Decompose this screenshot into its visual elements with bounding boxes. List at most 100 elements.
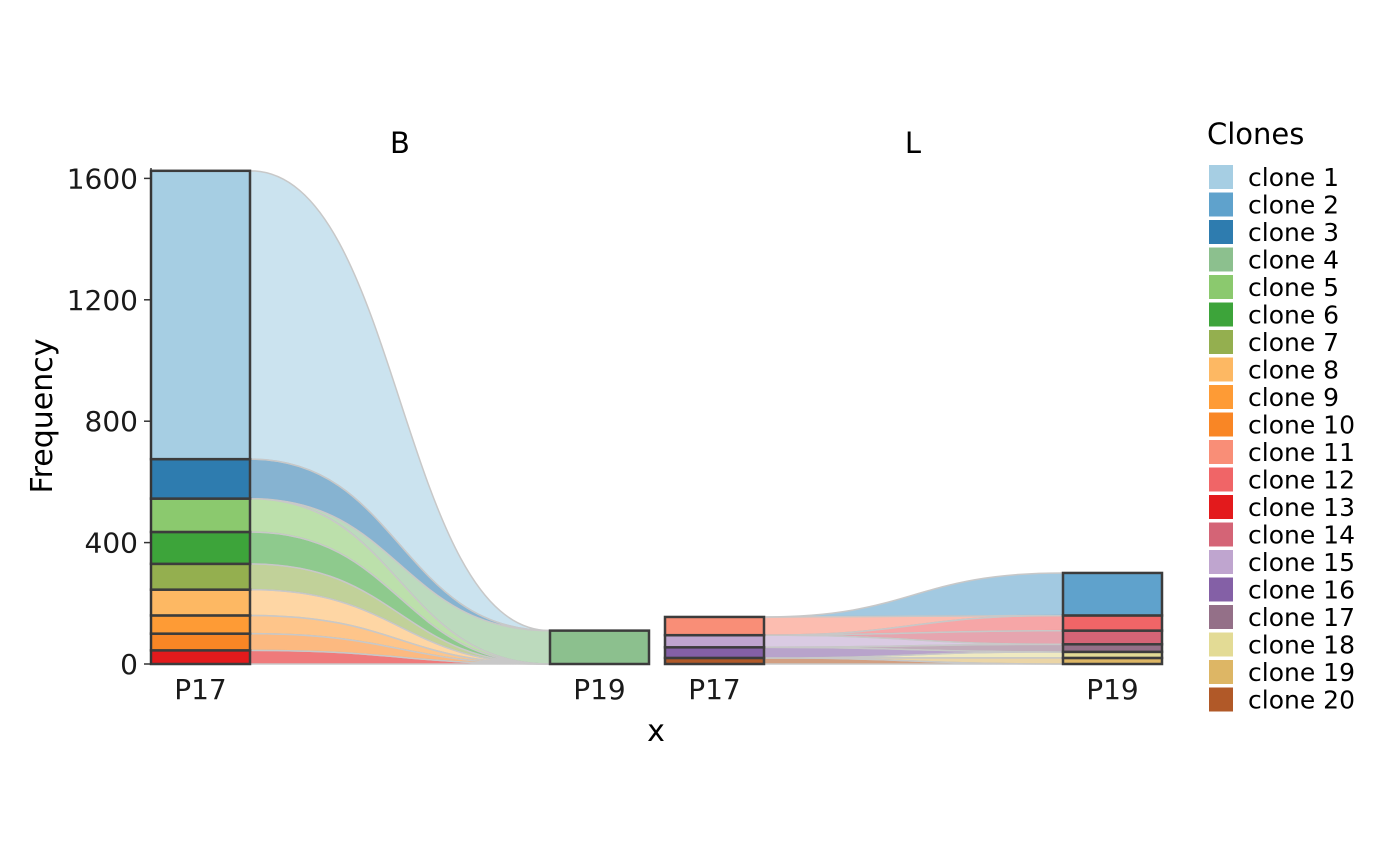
- legend-item: clone 18: [1209, 631, 1355, 660]
- stratum-clone-8: [149, 588, 252, 617]
- stratum-clone-9: [149, 614, 252, 635]
- legend-label: clone 19: [1248, 658, 1355, 687]
- legend-item: clone 4: [1209, 246, 1339, 275]
- y-tick-label: 400: [85, 527, 138, 560]
- legend-item: clone 14: [1209, 521, 1355, 550]
- stratum-clone-16: [663, 646, 766, 660]
- legend-swatch: [1209, 550, 1233, 574]
- legend-swatch: [1209, 687, 1233, 712]
- legend-swatch: [1209, 495, 1233, 519]
- y-tick-label: 1600: [67, 162, 138, 195]
- legend-label: clone 12: [1248, 466, 1355, 495]
- legend-swatch: [1209, 165, 1233, 189]
- legend-item: clone 19: [1209, 658, 1355, 687]
- y-tick-label: 0: [120, 648, 138, 681]
- legend-item: clone 5: [1209, 273, 1339, 302]
- legend-swatch: [1209, 605, 1233, 629]
- legend-swatch: [1209, 330, 1233, 354]
- legend-swatch: [1209, 632, 1233, 657]
- legend-swatch: [1209, 440, 1233, 464]
- legend-item: clone 3: [1209, 218, 1339, 247]
- y-tick-label: 1200: [67, 284, 138, 317]
- legend-swatch: [1209, 412, 1233, 437]
- legend-label: clone 4: [1248, 246, 1339, 275]
- strata: [663, 571, 1164, 666]
- legend-label: clone 13: [1248, 493, 1355, 522]
- legend-swatch: [1209, 247, 1233, 272]
- legend-label: clone 3: [1248, 218, 1339, 247]
- panel-B: B P17 P19: [149, 126, 651, 706]
- x-tick-label: P19: [573, 673, 626, 706]
- legend-label: clone 5: [1248, 273, 1339, 302]
- legend-swatch: [1209, 275, 1233, 299]
- stratum-clone-12: [1061, 614, 1164, 632]
- legend-label: clone 18: [1248, 631, 1355, 660]
- stratum-clone-6: [149, 530, 252, 566]
- legend-item: clone 6: [1209, 301, 1339, 330]
- stratum-clone-13: [149, 649, 252, 666]
- legend-swatch: [1209, 385, 1233, 409]
- strata: [149, 169, 651, 666]
- legend-swatch: [1209, 577, 1233, 602]
- legend-swatch: [1209, 357, 1233, 382]
- strip-label: L: [905, 126, 921, 160]
- legend-swatch: [1209, 192, 1233, 217]
- legend-label: clone 1: [1248, 163, 1339, 192]
- legend-item: clone 9: [1209, 383, 1339, 412]
- legend-swatch: [1209, 220, 1233, 244]
- stratum-clone-1: [149, 169, 252, 461]
- flow-clone-2: [763, 572, 1064, 618]
- stratum-clone-5: [149, 497, 252, 534]
- legend-item: clone 2: [1209, 191, 1339, 220]
- flows: [249, 170, 551, 665]
- stratum-clone-2: [1061, 571, 1164, 617]
- legend-swatch: [1209, 302, 1233, 327]
- legend-item: clone 12: [1209, 466, 1355, 495]
- x-axis-title: x: [647, 714, 665, 749]
- legend-label: clone 9: [1248, 383, 1339, 412]
- legend-swatch: [1209, 522, 1233, 547]
- legend-label: clone 15: [1248, 548, 1355, 577]
- legend-title: Clones: [1207, 117, 1304, 151]
- legend-item: clone 16: [1209, 576, 1355, 605]
- legend-label: clone 7: [1248, 328, 1339, 357]
- x-tick-label: P17: [688, 673, 741, 706]
- stratum-clone-3: [149, 457, 252, 500]
- legend-item: clone 20: [1209, 686, 1355, 715]
- legend-swatch: [1209, 660, 1233, 684]
- flows: [763, 572, 1064, 665]
- flow-clone-1: [249, 170, 551, 632]
- stratum-clone-14: [1061, 629, 1164, 646]
- legend-item: clone 1: [1209, 163, 1339, 192]
- strip-label: B: [390, 126, 410, 160]
- legend-item: clone 15: [1209, 548, 1355, 577]
- legend-item: clone 13: [1209, 493, 1355, 522]
- legend-item: clone 10: [1209, 411, 1355, 440]
- stratum-clone-4: [548, 629, 651, 666]
- legend-item: clone 17: [1209, 603, 1355, 632]
- legend-label: clone 10: [1248, 411, 1355, 440]
- x-tick-label: P17: [174, 673, 227, 706]
- legend-label: clone 16: [1248, 576, 1355, 605]
- legend-swatch: [1209, 467, 1233, 492]
- legend-item: clone 7: [1209, 328, 1339, 357]
- legend-label: clone 20: [1248, 686, 1355, 715]
- legend-label: clone 17: [1248, 603, 1355, 632]
- stratum-clone-10: [149, 632, 252, 652]
- y-tick-label: 800: [85, 405, 138, 438]
- y-axis-title: Frequency: [25, 339, 60, 494]
- legend-item: clone 11: [1209, 438, 1355, 467]
- stratum-clone-15: [663, 633, 766, 649]
- x-tick-label: P19: [1086, 673, 1139, 706]
- legend-label: clone 8: [1248, 356, 1339, 385]
- legend-label: clone 2: [1248, 191, 1339, 220]
- legend-label: clone 6: [1248, 301, 1339, 330]
- legend-label: clone 14: [1248, 521, 1355, 550]
- legend-item: clone 8: [1209, 356, 1339, 385]
- stratum-clone-11: [663, 615, 766, 637]
- legend-label: clone 11: [1248, 438, 1355, 467]
- panel-L: L P17 P19: [663, 126, 1164, 706]
- stratum-clone-7: [149, 562, 252, 591]
